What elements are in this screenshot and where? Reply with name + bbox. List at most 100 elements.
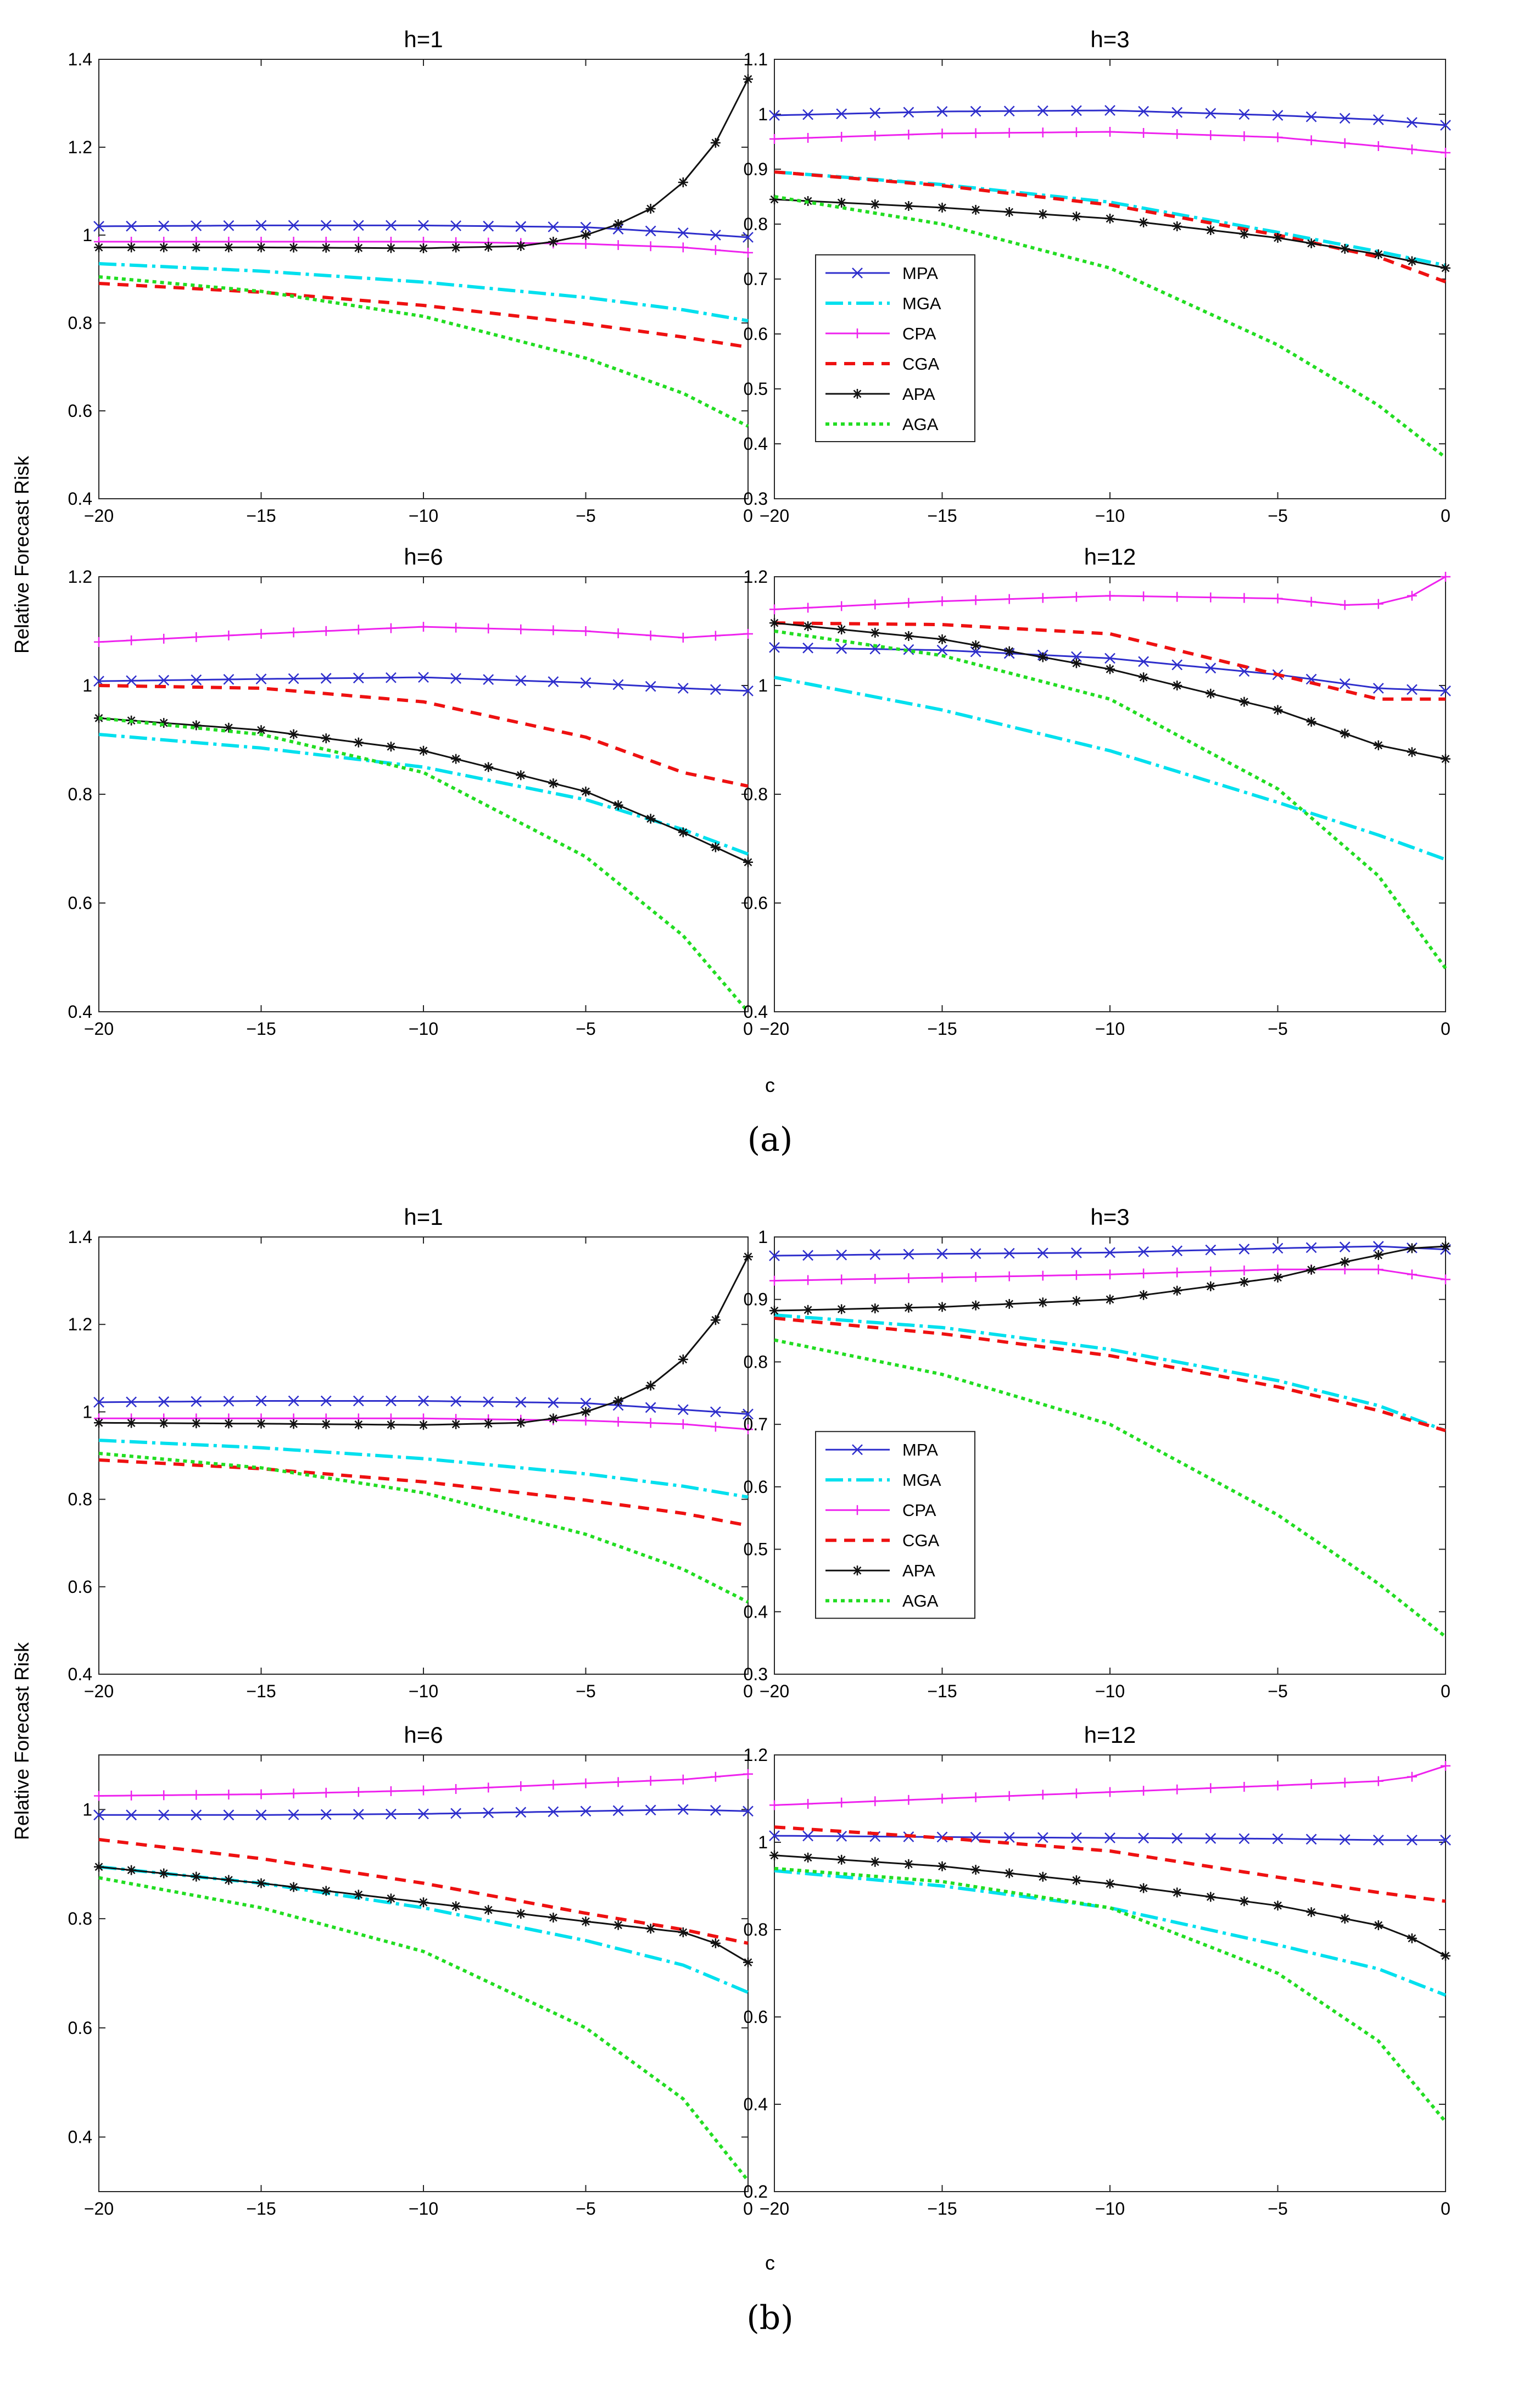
marker-cpa: [353, 1787, 364, 1797]
series-line-cga: [774, 1825, 1446, 1903]
marker-cpa: [224, 630, 234, 640]
marker-apa: [645, 204, 656, 214]
marker-mpa: [255, 1395, 267, 1407]
marker-mpa: [1205, 1244, 1217, 1256]
x-tick-label: −10: [1095, 1019, 1125, 1039]
marker-cpa: [126, 1790, 137, 1801]
marker-mpa: [936, 644, 948, 656]
x-tick-label: −5: [576, 1019, 595, 1039]
marker-apa: [1071, 658, 1081, 668]
marker-cpa: [1139, 1268, 1149, 1279]
chart-title: h=1: [404, 1204, 443, 1230]
marker-apa: [94, 242, 104, 253]
marker-mpa: [255, 220, 267, 231]
x-tick-label: −5: [576, 2199, 595, 2219]
marker-mpa: [580, 1805, 592, 1817]
series-line-mga: [774, 676, 1447, 861]
marker-mpa: [802, 642, 813, 654]
marker-cpa: [836, 1797, 847, 1808]
marker-apa: [1306, 1907, 1316, 1918]
marker-cpa: [870, 1274, 880, 1284]
y-tick-label: 0.4: [68, 2127, 92, 2147]
marker-mpa: [353, 672, 364, 684]
marker-mpa: [320, 220, 332, 231]
y-tick-label: 1.2: [68, 137, 92, 157]
series-line-aga: [98, 1876, 750, 2182]
marker-apa: [769, 1850, 779, 1860]
marker-cpa: [710, 1422, 721, 1432]
marker-apa: [1340, 244, 1350, 254]
marker-mpa: [710, 1406, 721, 1418]
marker-cpa: [321, 626, 331, 636]
marker-cpa: [1139, 1786, 1149, 1796]
marker-cpa: [903, 1273, 914, 1284]
x-tick-label: −15: [927, 1681, 957, 1701]
legend-label-aga: AGA: [902, 1591, 939, 1610]
legend-box: [815, 1431, 975, 1619]
marker-apa: [743, 857, 753, 867]
x-tick-label: −20: [84, 1681, 114, 1701]
marker-mpa: [743, 1408, 754, 1420]
series-line-aga: [98, 716, 750, 1013]
legend-marker-mpa: [852, 1444, 863, 1456]
marker-apa: [836, 1304, 847, 1314]
marker-mpa: [1138, 105, 1149, 117]
marker-cpa: [1239, 593, 1249, 603]
marker-mpa: [1272, 1242, 1284, 1254]
marker-apa: [386, 742, 396, 752]
x-tick-label: −20: [84, 506, 114, 526]
marker-apa: [613, 1920, 623, 1930]
y-tick-label: 1.4: [68, 49, 92, 69]
marker-apa: [94, 1861, 104, 1872]
legend-label-apa: APA: [902, 1561, 935, 1580]
y-tick-label: 0.7: [744, 269, 768, 289]
marker-apa: [1004, 646, 1014, 656]
marker-apa: [743, 74, 753, 84]
marker-apa: [678, 1354, 688, 1364]
marker-apa: [548, 1413, 559, 1424]
marker-apa: [937, 1302, 947, 1312]
marker-mpa: [869, 643, 881, 655]
marker-apa: [126, 1418, 137, 1428]
marker-apa: [321, 1886, 331, 1896]
marker-cpa: [1407, 1269, 1417, 1280]
marker-apa: [581, 1407, 591, 1417]
marker-cpa: [678, 1774, 688, 1785]
series-line-mga: [98, 1439, 749, 1499]
x-tick-label: −10: [1095, 506, 1125, 526]
marker-apa: [1105, 1294, 1115, 1305]
marker-mpa: [483, 220, 494, 232]
marker-mpa: [836, 1831, 847, 1842]
marker-mpa: [1037, 105, 1048, 116]
marker-mpa: [769, 110, 780, 121]
marker-cpa: [769, 1275, 779, 1286]
marker-apa: [645, 1380, 656, 1391]
marker-cpa: [613, 1417, 623, 1427]
marker-mpa: [386, 1395, 397, 1407]
y-tick-label: 0.8: [68, 1490, 92, 1509]
marker-apa: [1004, 1868, 1014, 1879]
marker-mpa: [802, 1250, 813, 1261]
marker-mpa: [288, 220, 299, 231]
marker-mpa: [255, 1809, 267, 1821]
marker-mpa: [515, 1397, 527, 1408]
marker-mpa: [1071, 1832, 1082, 1843]
marker-cpa: [419, 622, 428, 632]
marker-cpa: [1206, 1266, 1216, 1277]
marker-mpa: [903, 1249, 914, 1260]
marker-apa: [1373, 1920, 1383, 1931]
marker-cpa: [1071, 1270, 1081, 1280]
marker-apa: [710, 1938, 721, 1948]
marker-cpa: [288, 1788, 299, 1799]
marker-apa: [191, 242, 202, 253]
marker-mpa: [836, 1249, 847, 1261]
caption-b: (b): [746, 2299, 793, 2337]
y-tick-label: 0.4: [68, 1002, 92, 1022]
marker-apa: [1139, 672, 1149, 683]
marker-mpa: [1037, 1247, 1048, 1259]
marker-mpa: [288, 1809, 299, 1820]
marker-mpa: [353, 220, 364, 231]
marker-cpa: [678, 1419, 688, 1429]
marker-apa: [159, 242, 169, 253]
marker-mpa: [612, 1805, 624, 1816]
